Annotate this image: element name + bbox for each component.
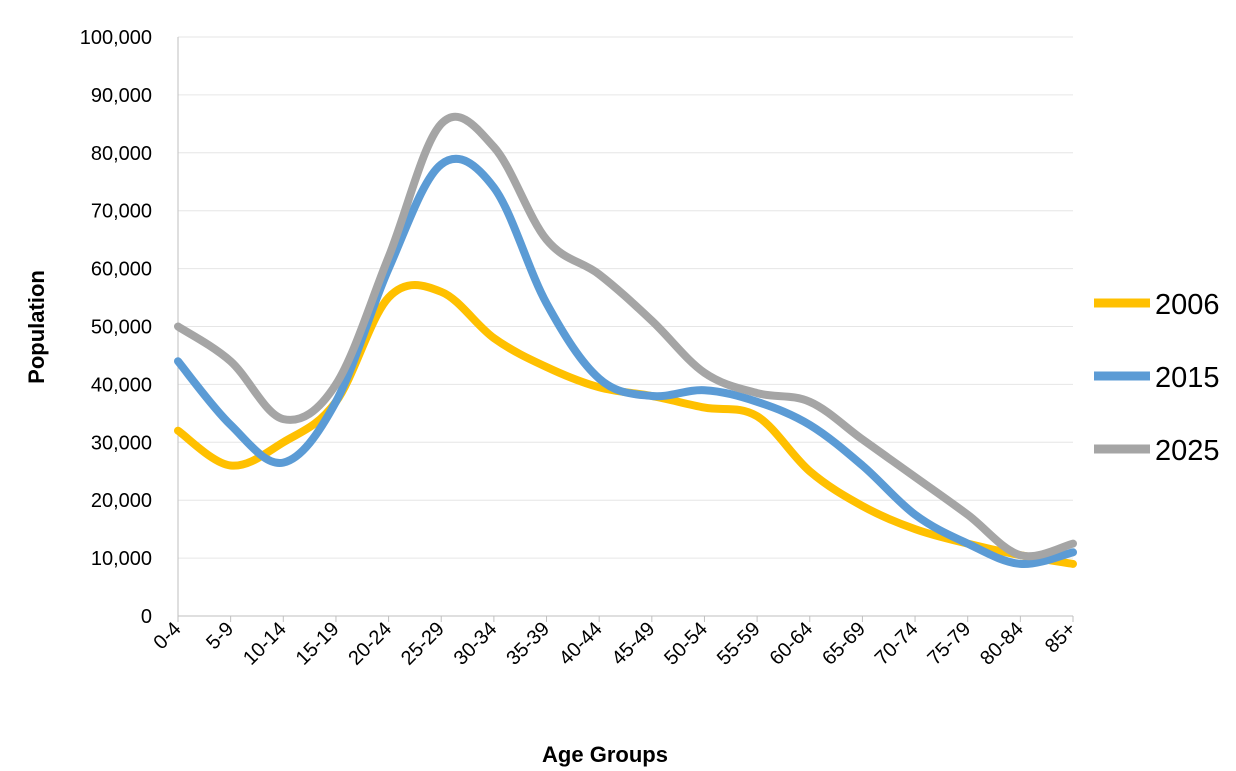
x-tick-label: 10-14 [239,618,291,670]
y-tick-label: 90,000 [91,85,152,107]
x-tick-label: 15-19 [292,618,344,670]
y-tick-label: 30,000 [91,432,152,454]
series-line-2025 [174,112,1077,561]
x-tick-label: 65-69 [818,618,870,670]
x-tick-label: 55-59 [713,618,765,670]
legend-label-2006: 2006 [1155,289,1220,321]
y-tick-label: 80,000 [91,143,152,165]
x-tick-label: 20-24 [344,618,396,670]
y-tick-label: 20,000 [91,490,152,512]
y-axis-tick-labels: 0 10,000 20,000 30,000 40,000 50,000 60,000 70,… [80,27,152,628]
x-tick-label: 25-29 [397,618,449,670]
y-tick-label: 0 [141,606,152,628]
x-tick-label: 60-64 [766,618,818,670]
y-axis-title: Population [24,270,49,384]
y-tick-label: 100,000 [80,27,152,49]
gridlines [177,36,1074,622]
x-tick-label: 50-54 [660,618,712,670]
x-tick-label: 35-39 [502,618,554,670]
x-tick-label: 40-44 [555,618,607,670]
x-tick-label: 45-49 [608,618,660,670]
y-tick-label: 70,000 [91,201,152,223]
x-tick-label: 80-84 [976,618,1028,670]
series-line-2015 [174,155,1077,568]
legend: 2006 2015 2025 [1094,289,1220,467]
x-axis-tick-labels: 0-4 5-9 10-14 15-19 20-24 25-29 30-34 35-39 40-4… [150,618,1081,670]
x-tick-label: 0-4 [150,618,186,654]
x-tick-label: 30-34 [450,618,502,670]
x-axis-title: Age Groups [542,742,668,767]
x-tick-label: 70-74 [871,618,923,670]
x-tick-label: 85+ [1041,618,1081,658]
legend-label-2015: 2015 [1155,362,1220,394]
x-tick-label: 75-79 [924,618,976,670]
x-tick-label: 5-9 [202,618,238,654]
y-tick-label: 40,000 [91,374,152,396]
y-tick-label: 50,000 [91,317,152,339]
y-tick-label: 60,000 [91,259,152,281]
series-lines [174,112,1077,568]
y-tick-label: 10,000 [91,548,152,570]
legend-label-2025: 2025 [1155,435,1220,467]
